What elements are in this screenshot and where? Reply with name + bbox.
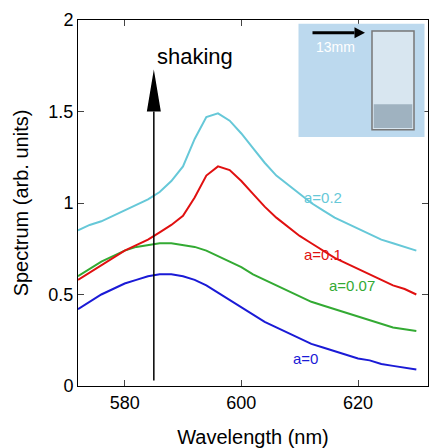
svg-text:Spectrum (arb. units): Spectrum (arb. units) <box>10 110 32 297</box>
svg-text:2: 2 <box>63 10 73 30</box>
svg-text:0: 0 <box>63 376 73 396</box>
svg-text:1.5: 1.5 <box>48 102 73 122</box>
svg-text:600: 600 <box>226 393 256 413</box>
svg-text:13mm: 13mm <box>316 39 355 55</box>
svg-text:0.5: 0.5 <box>48 285 73 305</box>
svg-text:620: 620 <box>343 393 373 413</box>
svg-text:a=0: a=0 <box>293 350 318 367</box>
svg-text:Wavelength (nm): Wavelength (nm) <box>177 426 329 448</box>
svg-text:a=0.1: a=0.1 <box>304 246 342 263</box>
svg-text:shaking: shaking <box>157 44 233 69</box>
svg-text:a=0.2: a=0.2 <box>304 189 342 206</box>
svg-text:a=0.07: a=0.07 <box>329 277 375 294</box>
svg-text:1: 1 <box>63 193 73 213</box>
svg-text:580: 580 <box>110 393 140 413</box>
